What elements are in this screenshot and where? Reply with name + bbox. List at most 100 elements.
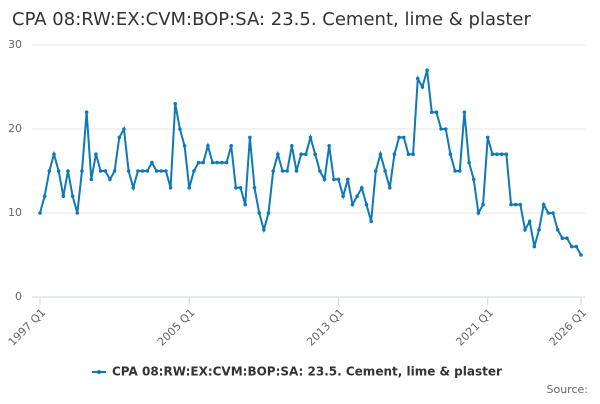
point [318,169,322,173]
point [66,169,70,173]
point [332,177,336,182]
point [98,169,103,173]
point [439,127,443,131]
point [131,186,136,190]
point [234,186,238,190]
point [406,152,411,156]
point [257,211,261,215]
point [369,219,373,224]
point [513,202,518,207]
point [276,152,280,156]
point [196,160,201,165]
point [89,177,94,182]
point [164,169,168,173]
point [401,135,406,140]
point [467,160,471,165]
point [429,110,434,114]
point [112,169,117,173]
point [485,135,490,140]
point [215,160,220,165]
point [425,68,429,72]
legend-label: CPA 08:RW:EX:CVM:BOP:SA: 23.5. Cement, l… [112,365,502,379]
point [84,110,89,114]
point [136,169,140,173]
point [280,169,285,173]
point [327,144,331,148]
point [210,160,215,165]
point [159,169,164,173]
x-tick-label: 2005 Q1 [155,306,198,349]
point [341,194,345,198]
point [518,202,523,207]
point [383,169,387,173]
x-tick-label: 2026 Q1 [547,306,590,349]
point [415,76,420,81]
point [448,152,453,156]
point [392,152,397,156]
point [229,144,234,148]
point [299,152,303,156]
point [541,202,546,207]
point [294,169,299,173]
point [271,169,275,173]
point [224,160,229,165]
point [304,152,308,156]
point [560,236,565,240]
point [569,244,574,249]
point [266,211,271,215]
point [443,127,448,131]
point [42,194,47,198]
point [434,110,439,114]
point [173,102,178,106]
point [103,169,108,173]
point [373,169,378,173]
point [504,152,509,156]
point [290,144,294,148]
point [262,228,266,232]
point [411,152,415,156]
point [495,152,499,156]
legend-symbol [97,370,101,374]
point [70,194,75,198]
point [555,228,560,232]
point [308,135,313,140]
source: Source: [547,383,589,396]
series-line [39,69,582,256]
point [285,169,289,173]
point [481,202,485,207]
point [80,169,84,173]
point [551,211,555,215]
point [527,219,532,224]
point [355,194,359,198]
point [490,152,495,156]
point [154,169,159,173]
point [168,186,173,190]
y-tick-label: 30 [8,38,22,51]
point [187,186,192,190]
point [509,202,513,207]
point [38,211,42,215]
point [178,127,182,131]
point [574,244,579,249]
point [476,211,481,215]
point [420,85,425,89]
point [145,169,150,173]
point [182,144,187,148]
point [565,236,569,240]
x-tick-label: 2021 Q1 [453,306,496,349]
point [238,186,243,190]
point [453,169,457,173]
point [220,160,224,165]
point [243,202,248,207]
point [346,177,350,182]
point [117,135,122,140]
point [206,144,210,148]
chart-title: CPA 08:RW:EX:CVM:BOP:SA: 23.5. Cement, l… [12,9,532,30]
point [47,169,52,173]
point [360,186,364,190]
point [252,186,257,190]
point [579,253,583,257]
point [61,194,66,198]
point [499,152,504,156]
y-tick-label: 10 [8,206,22,219]
